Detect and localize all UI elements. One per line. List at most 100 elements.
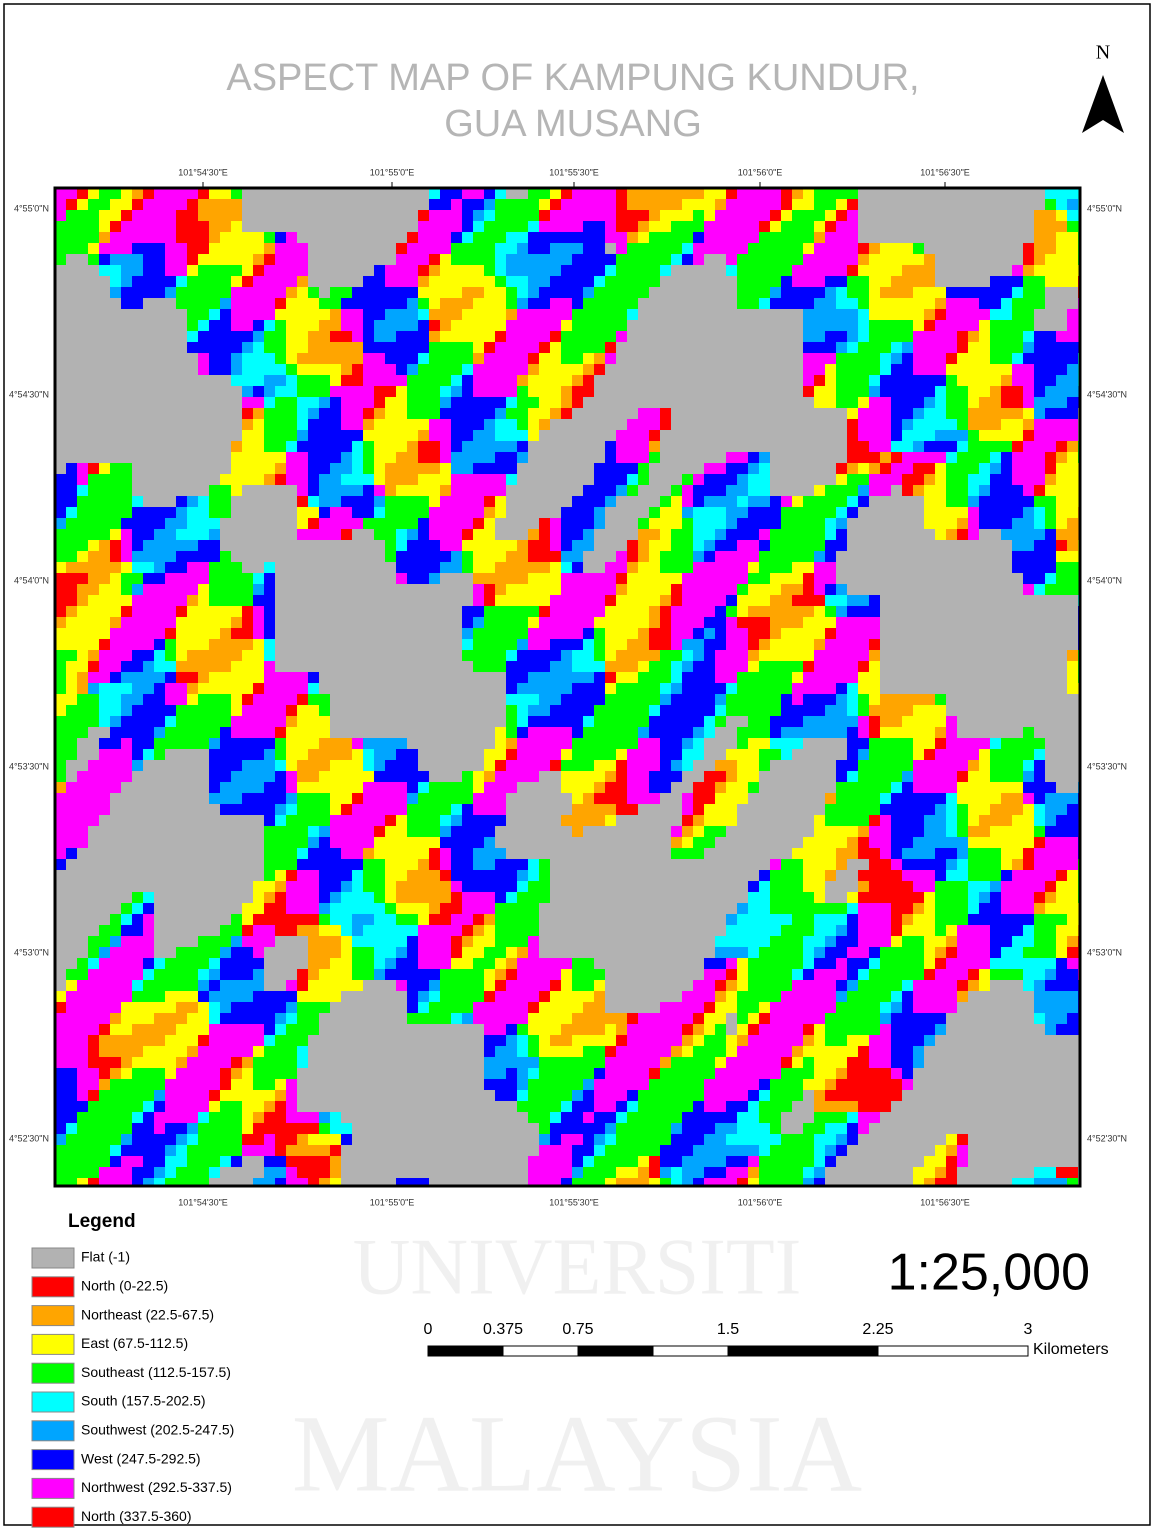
raster-cell	[1045, 199, 1056, 210]
raster-cell	[297, 485, 308, 496]
raster-cell	[1012, 694, 1023, 705]
raster-cell	[462, 716, 473, 727]
raster-cell	[319, 441, 330, 452]
raster-cell	[143, 749, 154, 760]
raster-cell	[385, 694, 396, 705]
raster-cell	[561, 430, 572, 441]
raster-cell	[330, 661, 341, 672]
raster-cell	[275, 298, 286, 309]
raster-cell	[583, 650, 594, 661]
raster-cell	[561, 188, 572, 199]
raster-cell	[539, 419, 550, 430]
raster-cell	[242, 353, 253, 364]
raster-cell	[1001, 749, 1012, 760]
raster-cell	[880, 430, 891, 441]
raster-cell	[506, 364, 517, 375]
raster-cell	[990, 485, 1001, 496]
raster-cell	[726, 320, 737, 331]
raster-cell	[759, 199, 770, 210]
raster-cell	[517, 661, 528, 672]
raster-cell	[154, 551, 165, 562]
raster-cell	[319, 562, 330, 573]
raster-cell	[946, 760, 957, 771]
raster-cell	[704, 188, 715, 199]
raster-cell	[935, 331, 946, 342]
raster-cell	[132, 705, 143, 716]
raster-cell	[671, 518, 682, 529]
raster-cell	[385, 584, 396, 595]
raster-cell	[561, 254, 572, 265]
raster-cell	[484, 199, 495, 210]
raster-cell	[924, 716, 935, 727]
raster-cell	[803, 320, 814, 331]
raster-cell	[132, 397, 143, 408]
raster-cell	[990, 639, 1001, 650]
raster-cell	[649, 265, 660, 276]
raster-cell	[660, 749, 671, 760]
raster-cell	[220, 650, 231, 661]
raster-cell	[165, 540, 176, 551]
raster-cell	[88, 243, 99, 254]
raster-cell	[803, 485, 814, 496]
raster-cell	[99, 353, 110, 364]
raster-cell	[374, 639, 385, 650]
raster-cell	[495, 595, 506, 606]
raster-cell	[583, 716, 594, 727]
raster-cell	[759, 562, 770, 573]
raster-cell	[121, 265, 132, 276]
raster-cell	[836, 705, 847, 716]
raster-cell	[561, 199, 572, 210]
raster-cell	[451, 430, 462, 441]
raster-cell	[231, 254, 242, 265]
raster-cell	[242, 287, 253, 298]
raster-cell	[770, 716, 781, 727]
raster-cell	[1012, 298, 1023, 309]
raster-cell	[836, 243, 847, 254]
raster-cell	[429, 386, 440, 397]
raster-cell	[660, 727, 671, 738]
raster-cell	[561, 694, 572, 705]
raster-cell	[748, 430, 759, 441]
raster-cell	[110, 705, 121, 716]
raster-cell	[792, 573, 803, 584]
raster-cell	[374, 540, 385, 551]
raster-cell	[649, 507, 660, 518]
raster-cell	[308, 694, 319, 705]
raster-cell	[836, 320, 847, 331]
raster-cell	[517, 485, 528, 496]
raster-cell	[748, 749, 759, 760]
raster-cell	[858, 661, 869, 672]
raster-cell	[946, 254, 957, 265]
raster-cell	[539, 705, 550, 716]
raster-cell	[539, 529, 550, 540]
raster-cell	[1067, 441, 1078, 452]
raster-cell	[726, 397, 737, 408]
raster-cell	[594, 727, 605, 738]
raster-cell	[451, 716, 462, 727]
raster-cell	[341, 364, 352, 375]
raster-cell	[165, 397, 176, 408]
raster-cell	[506, 188, 517, 199]
raster-cell	[704, 287, 715, 298]
raster-cell	[638, 540, 649, 551]
raster-cell	[781, 452, 792, 463]
raster-cell	[880, 474, 891, 485]
raster-cell	[231, 364, 242, 375]
raster-cell	[902, 529, 913, 540]
raster-cell	[671, 749, 682, 760]
raster-cell	[495, 342, 506, 353]
raster-cell	[913, 485, 924, 496]
raster-cell	[363, 628, 374, 639]
raster-cell	[176, 562, 187, 573]
raster-cell	[165, 474, 176, 485]
raster-cell	[660, 430, 671, 441]
raster-cell	[649, 738, 660, 749]
raster-cell	[297, 320, 308, 331]
raster-cell	[429, 298, 440, 309]
raster-cell	[451, 441, 462, 452]
raster-cell	[209, 287, 220, 298]
raster-cell	[803, 507, 814, 518]
raster-cell	[627, 606, 638, 617]
raster-cell	[869, 298, 880, 309]
raster-cell	[1012, 518, 1023, 529]
